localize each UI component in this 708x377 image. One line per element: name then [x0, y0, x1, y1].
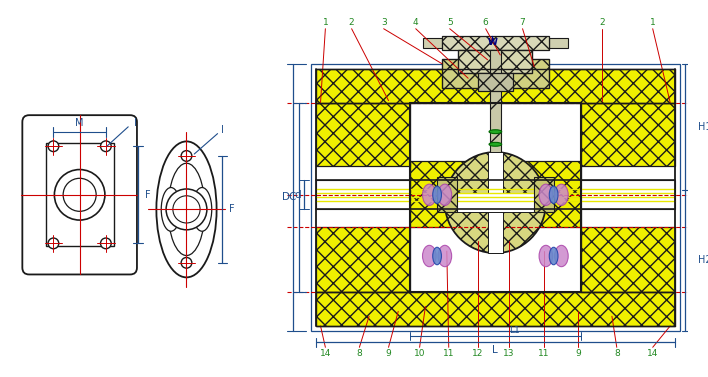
Ellipse shape [554, 184, 569, 205]
Circle shape [101, 238, 111, 249]
Ellipse shape [433, 186, 442, 204]
Text: 10: 10 [414, 349, 426, 358]
Text: 3: 3 [381, 18, 387, 28]
Circle shape [48, 238, 59, 249]
Bar [581, 180, 675, 209]
Circle shape [48, 141, 59, 152]
Ellipse shape [549, 186, 558, 204]
Text: I: I [134, 118, 137, 128]
Text: 1: 1 [323, 18, 329, 28]
Bar [410, 161, 581, 227]
Bar [581, 103, 675, 166]
Text: F: F [145, 190, 150, 200]
Ellipse shape [433, 247, 442, 265]
Text: 6: 6 [483, 18, 489, 28]
Text: 9: 9 [386, 349, 392, 358]
Text: C: C [289, 192, 296, 202]
Bar [581, 227, 675, 292]
Text: 4: 4 [413, 18, 418, 28]
Text: 13: 13 [503, 349, 515, 358]
Bar [488, 152, 503, 253]
Text: 1: 1 [650, 18, 656, 28]
Bar [437, 177, 457, 212]
Text: 2: 2 [600, 18, 605, 28]
Text: I: I [221, 125, 224, 135]
Bar [316, 180, 410, 209]
Text: 11: 11 [538, 349, 549, 358]
Bar [459, 50, 532, 74]
Ellipse shape [549, 247, 558, 265]
FancyBboxPatch shape [23, 115, 137, 274]
Ellipse shape [161, 187, 181, 231]
Bar [311, 64, 680, 331]
Text: L: L [493, 345, 498, 355]
Bar [316, 292, 675, 326]
Text: 14: 14 [320, 349, 331, 358]
Text: 8: 8 [357, 349, 362, 358]
Text: 5: 5 [447, 18, 452, 28]
Circle shape [181, 151, 192, 161]
Text: 11: 11 [443, 349, 455, 358]
Bar [442, 37, 549, 50]
Ellipse shape [539, 184, 553, 205]
Text: 7: 7 [520, 18, 525, 28]
Bar [549, 38, 569, 48]
Circle shape [181, 257, 192, 268]
Text: d: d [295, 190, 302, 200]
Text: M: M [75, 118, 84, 128]
Bar [423, 38, 442, 48]
Text: H2: H2 [698, 255, 708, 265]
Ellipse shape [156, 141, 217, 277]
Ellipse shape [539, 245, 553, 267]
Ellipse shape [489, 143, 502, 146]
Circle shape [166, 189, 207, 230]
Bar [316, 227, 410, 292]
Ellipse shape [438, 184, 452, 205]
Ellipse shape [168, 163, 205, 256]
Text: L1: L1 [510, 326, 520, 335]
Circle shape [173, 196, 200, 223]
Text: 9: 9 [575, 349, 581, 358]
Ellipse shape [438, 245, 452, 267]
Ellipse shape [423, 245, 436, 267]
Text: W: W [488, 38, 498, 47]
Text: D: D [282, 192, 290, 202]
Bar [316, 103, 410, 166]
Text: 8: 8 [614, 349, 620, 358]
Bar [489, 50, 501, 170]
Text: 2: 2 [349, 18, 355, 28]
Text: 12: 12 [472, 349, 484, 358]
Text: H1: H1 [698, 122, 708, 132]
Bar [445, 193, 546, 212]
Ellipse shape [554, 245, 569, 267]
Bar [316, 69, 675, 103]
Circle shape [63, 178, 96, 211]
Ellipse shape [193, 187, 212, 231]
Bar [535, 177, 554, 212]
Text: 14: 14 [647, 349, 658, 358]
Circle shape [445, 152, 546, 253]
Bar [45, 143, 114, 246]
Ellipse shape [489, 130, 502, 133]
Bar [442, 59, 549, 88]
Circle shape [101, 141, 111, 152]
Circle shape [55, 170, 105, 220]
Text: F: F [229, 204, 235, 215]
Ellipse shape [423, 184, 436, 205]
Bar [478, 74, 513, 91]
